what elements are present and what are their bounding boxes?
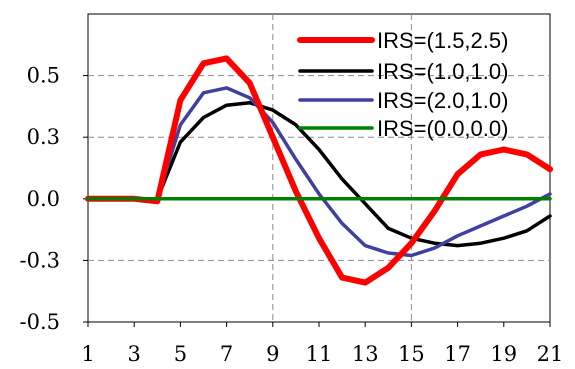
x-tick-label: 9: [266, 342, 279, 366]
x-tick-label: 21: [537, 342, 564, 366]
axes: -0.5-0.30.00.30.51 3 5 7 9 11 13 15 17 19 21: [20, 64, 564, 366]
legend-label: IRS=(1.0,1.0): [377, 59, 508, 84]
legend-label: IRS=(2.0,1.0): [377, 88, 508, 113]
y-tick-label: -0.3: [20, 248, 61, 272]
y-tick-label: -0.5: [20, 310, 61, 334]
series-line: [85, 55, 553, 286]
x-tick-label: 19: [490, 342, 517, 366]
y-tick-label: 0.5: [27, 64, 60, 88]
legend-label: IRS=(0.0,0.0): [377, 116, 508, 141]
x-tick-label: 5: [174, 342, 187, 366]
x-tick-label: 15: [398, 342, 425, 366]
legend-label: IRS=(1.5,2.5): [377, 28, 508, 53]
x-tick-label: 7: [220, 342, 233, 366]
x-tick-label: 1: [81, 342, 94, 366]
x-tick-label: 11: [306, 342, 333, 366]
series-lines: [85, 55, 553, 286]
x-tick-label: 3: [128, 342, 141, 366]
y-tick-label: 0.0: [27, 187, 60, 211]
x-tick-label: 13: [352, 342, 379, 366]
legend: IRS=(1.5,2.5) IRS=(1.0,1.0) IRS=(2.0,1.0) I…: [297, 28, 508, 141]
x-tick-label: 17: [444, 342, 471, 366]
y-tick-label: 0.3: [27, 125, 60, 149]
